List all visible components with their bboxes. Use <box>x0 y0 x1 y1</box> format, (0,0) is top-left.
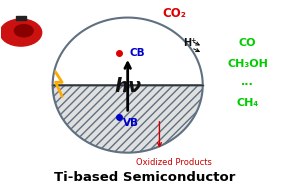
Text: CH₄: CH₄ <box>236 98 259 108</box>
Text: hν: hν <box>114 77 141 96</box>
Text: CO: CO <box>239 38 256 48</box>
Text: ...: ... <box>241 77 254 87</box>
Text: CB: CB <box>129 48 145 58</box>
Circle shape <box>14 25 33 37</box>
PathPatch shape <box>53 85 203 153</box>
Bar <box>16 16 26 20</box>
Circle shape <box>0 19 42 46</box>
PathPatch shape <box>53 18 203 85</box>
Text: CO₂: CO₂ <box>162 7 186 20</box>
Text: CH₃OH: CH₃OH <box>227 59 268 69</box>
Text: VB: VB <box>123 118 139 128</box>
Text: Oxidized Products: Oxidized Products <box>136 158 212 167</box>
Text: Ti-based Semiconductor: Ti-based Semiconductor <box>54 171 236 184</box>
Text: H⁺: H⁺ <box>183 38 196 48</box>
